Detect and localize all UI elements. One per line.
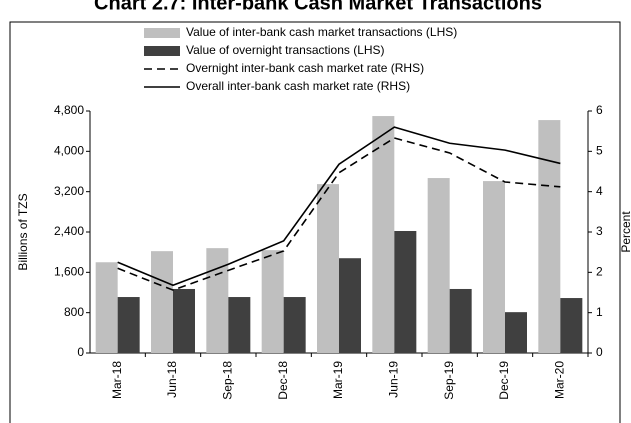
legend-label: Value of overnight transactions (LHS) xyxy=(186,43,385,57)
bar xyxy=(261,250,284,353)
bar xyxy=(317,184,339,353)
y2-tick-label: 3 xyxy=(596,224,603,238)
y-tick-label: 3,200 xyxy=(54,184,84,198)
x-tick-label: Sep-19 xyxy=(442,361,456,400)
bar xyxy=(151,251,173,353)
bar xyxy=(538,120,561,353)
bar xyxy=(117,297,140,353)
x-tick-label: Mar-18 xyxy=(110,361,124,399)
y-tick-label: 1,600 xyxy=(54,265,84,279)
y2-tick-label: 6 xyxy=(596,103,603,117)
y-tick-label: 2,400 xyxy=(54,224,84,238)
y-axis-label: Billions of TZS xyxy=(16,193,30,270)
x-tick-label: Mar-20 xyxy=(553,361,567,399)
legend-swatch xyxy=(144,28,180,38)
y2-tick-label: 1 xyxy=(596,305,603,319)
legend-label: Overnight inter-bank cash market rate (R… xyxy=(186,61,424,75)
bar xyxy=(283,297,306,353)
bar xyxy=(449,288,472,353)
y-tick-label: 4,800 xyxy=(54,103,84,117)
bar xyxy=(228,297,251,353)
frame xyxy=(9,21,621,423)
bar xyxy=(206,248,229,353)
y-tick-label: 0 xyxy=(77,345,84,359)
chart-title: Chart 2.7: Inter-bank Cash Market Transa… xyxy=(94,0,542,14)
y2-tick-label: 5 xyxy=(596,144,603,158)
bar xyxy=(173,288,195,353)
bar xyxy=(505,312,527,353)
bar xyxy=(483,181,505,353)
legend-label: Value of inter-bank cash market transact… xyxy=(186,25,457,39)
x-tick-label: Mar-19 xyxy=(331,361,345,399)
line xyxy=(117,126,561,287)
x-tick-label: Jun-19 xyxy=(387,361,401,398)
y-tick-label: 4,000 xyxy=(54,144,84,158)
x-tick-label: Dec-19 xyxy=(497,361,511,400)
legend-label: Overall inter-bank cash market rate (RHS… xyxy=(186,79,410,93)
x-tick-label: Dec-18 xyxy=(276,361,290,400)
line xyxy=(117,137,561,291)
legend-swatch xyxy=(144,46,180,56)
bar xyxy=(339,258,361,353)
y2-tick-label: 2 xyxy=(596,265,603,279)
y-tick-label: 800 xyxy=(64,305,84,319)
bar xyxy=(560,298,583,353)
bar xyxy=(427,178,450,353)
y2-tick-label: 4 xyxy=(596,184,603,198)
bar xyxy=(372,116,395,354)
y2-tick-label: 0 xyxy=(596,345,603,359)
x-tick-label: Sep-18 xyxy=(221,361,235,400)
y2-axis-label: Percent xyxy=(619,211,631,253)
bar xyxy=(394,230,417,353)
x-tick-label: Jun-18 xyxy=(165,361,179,398)
bar xyxy=(95,262,118,353)
